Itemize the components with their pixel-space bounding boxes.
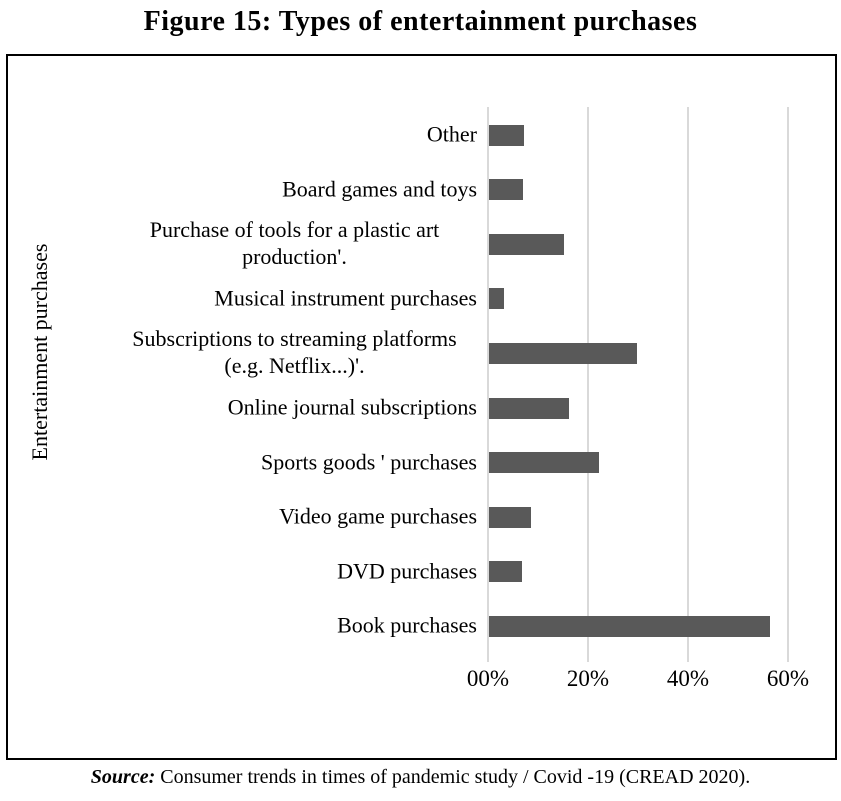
bar — [489, 288, 504, 310]
gridline — [687, 107, 689, 653]
x-tick-label: 40% — [666, 666, 710, 691]
axis-tick — [687, 653, 689, 662]
category-label: Other — [426, 121, 477, 147]
gridline — [587, 107, 589, 653]
axis-tick — [487, 653, 489, 662]
category-label: Board games and toys — [282, 176, 477, 202]
bar — [489, 397, 569, 419]
source-text: Consumer trends in times of pandemic stu… — [155, 766, 751, 788]
axis-tick — [587, 653, 589, 662]
bar — [489, 342, 637, 364]
bar — [489, 615, 770, 637]
x-tick-label: 00% — [466, 666, 510, 691]
axis-tick — [787, 653, 789, 662]
category-label: Purchase of tools for a plastic art prod… — [149, 217, 440, 270]
figure-title: Figure 15: Types of entertainment purcha… — [143, 6, 698, 37]
bar — [489, 124, 524, 146]
category-label: Online journal subscriptions — [227, 394, 477, 420]
bar — [489, 506, 531, 528]
bar — [489, 233, 564, 255]
chart-border-box — [6, 54, 837, 760]
category-label: Video game purchases — [279, 503, 477, 529]
x-tick-label: 60% — [766, 666, 810, 691]
source-caption: Source: Consumer trends in times of pand… — [0, 766, 841, 789]
category-label: DVD purchases — [337, 558, 477, 584]
x-tick-label: 20% — [566, 666, 610, 691]
source-label: Source: — [90, 766, 156, 788]
category-label: Sports goods ' purchases — [260, 449, 477, 475]
gridline — [787, 107, 789, 653]
category-label: Subscriptions to streaming platforms (e.… — [132, 326, 457, 379]
bar — [489, 179, 523, 201]
gridline — [487, 107, 489, 653]
bar — [489, 561, 522, 583]
y-axis-title: Entertainment purchases — [27, 243, 52, 461]
bar — [489, 452, 599, 474]
category-label: Musical instrument purchases — [214, 285, 477, 311]
category-label: Book purchases — [337, 612, 477, 638]
